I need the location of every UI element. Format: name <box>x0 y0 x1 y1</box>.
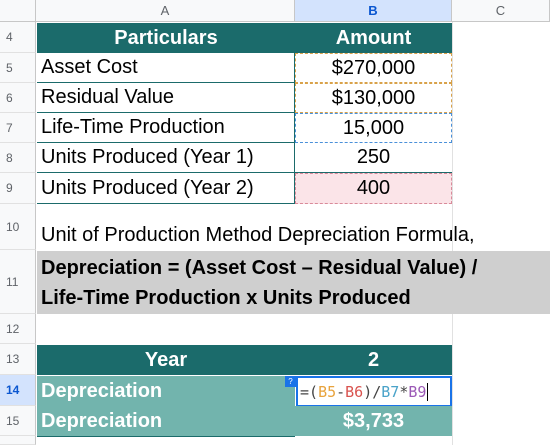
amount-lifetime-production[interactable]: 15,000 <box>295 113 452 143</box>
formula-ref-b5: B5 <box>318 382 337 401</box>
amount-residual-value[interactable]: $130,000 <box>295 83 452 113</box>
formula-line-2: Life-Time Production x Units Produced <box>41 286 411 309</box>
row-header-6[interactable]: 6 <box>0 83 36 113</box>
formula-token-times: * <box>399 382 409 401</box>
row-header-10[interactable]: 10 <box>0 204 36 250</box>
formula-line-1: Depreciation = (Asset Cost – Residual Va… <box>41 256 478 279</box>
row-header-12[interactable]: 12 <box>0 314 36 344</box>
depreciation-value-row15[interactable]: $3,733 <box>295 406 452 436</box>
corner-header[interactable] <box>0 0 36 22</box>
label-asset-cost[interactable]: Asset Cost <box>37 53 295 83</box>
formula-ref-b7: B7 <box>381 382 400 401</box>
amount-header[interactable]: Amount <box>295 23 452 53</box>
row-header-4[interactable]: 4 <box>0 22 36 53</box>
formula-token-divide: )/ <box>363 382 382 401</box>
depreciation-label-row14[interactable]: Depreciation <box>37 376 295 406</box>
formula-ref-b6: B6 <box>345 382 364 401</box>
row-header-15[interactable]: 15 <box>0 406 36 436</box>
formula-token-minus: - <box>336 382 346 401</box>
row-header-8[interactable]: 8 <box>0 143 36 173</box>
row-header-5[interactable]: 5 <box>0 53 36 83</box>
formula-ref-b9: B9 <box>408 382 427 401</box>
row-header-11[interactable]: 11 <box>0 250 36 314</box>
column-header-a[interactable]: A <box>36 0 295 22</box>
row16-cell-a[interactable] <box>37 436 295 445</box>
formula-title[interactable]: Unit of Production Method Depreciation F… <box>41 223 475 246</box>
formula-help-icon[interactable]: ? <box>285 376 296 387</box>
row-header-9[interactable]: 9 <box>0 173 36 204</box>
text-caret <box>427 382 429 401</box>
year-value-header[interactable]: 2 <box>295 345 452 375</box>
amount-asset-cost[interactable]: $270,000 <box>295 53 452 83</box>
row-header-13[interactable]: 13 <box>0 344 36 375</box>
amount-units-year1[interactable]: 250 <box>295 143 452 173</box>
particulars-header[interactable]: Particulars <box>37 23 295 53</box>
column-header-b[interactable]: B <box>295 0 452 22</box>
row-header-14[interactable]: 14 <box>0 375 36 406</box>
depreciation-label-row15[interactable]: Depreciation <box>37 406 295 436</box>
formula-editor-cell[interactable]: =( B5 - B6 )/ B7 * B9 <box>296 376 452 407</box>
label-units-year2[interactable]: Units Produced (Year 2) <box>37 173 295 204</box>
formula-box[interactable]: Depreciation = (Asset Cost – Residual Va… <box>37 251 550 314</box>
row-header-7[interactable]: 7 <box>0 113 36 143</box>
row-header-16[interactable] <box>0 436 36 445</box>
year-header[interactable]: Year <box>37 345 295 375</box>
column-header-c[interactable]: C <box>452 0 550 22</box>
column-c-gridline <box>452 22 453 445</box>
amount-units-year2[interactable]: 400 <box>295 173 452 204</box>
formula-token-open: =( <box>300 382 319 401</box>
label-units-year1[interactable]: Units Produced (Year 1) <box>37 143 295 173</box>
label-residual-value[interactable]: Residual Value <box>37 83 295 113</box>
label-lifetime-production[interactable]: Life-Time Production <box>37 113 295 143</box>
